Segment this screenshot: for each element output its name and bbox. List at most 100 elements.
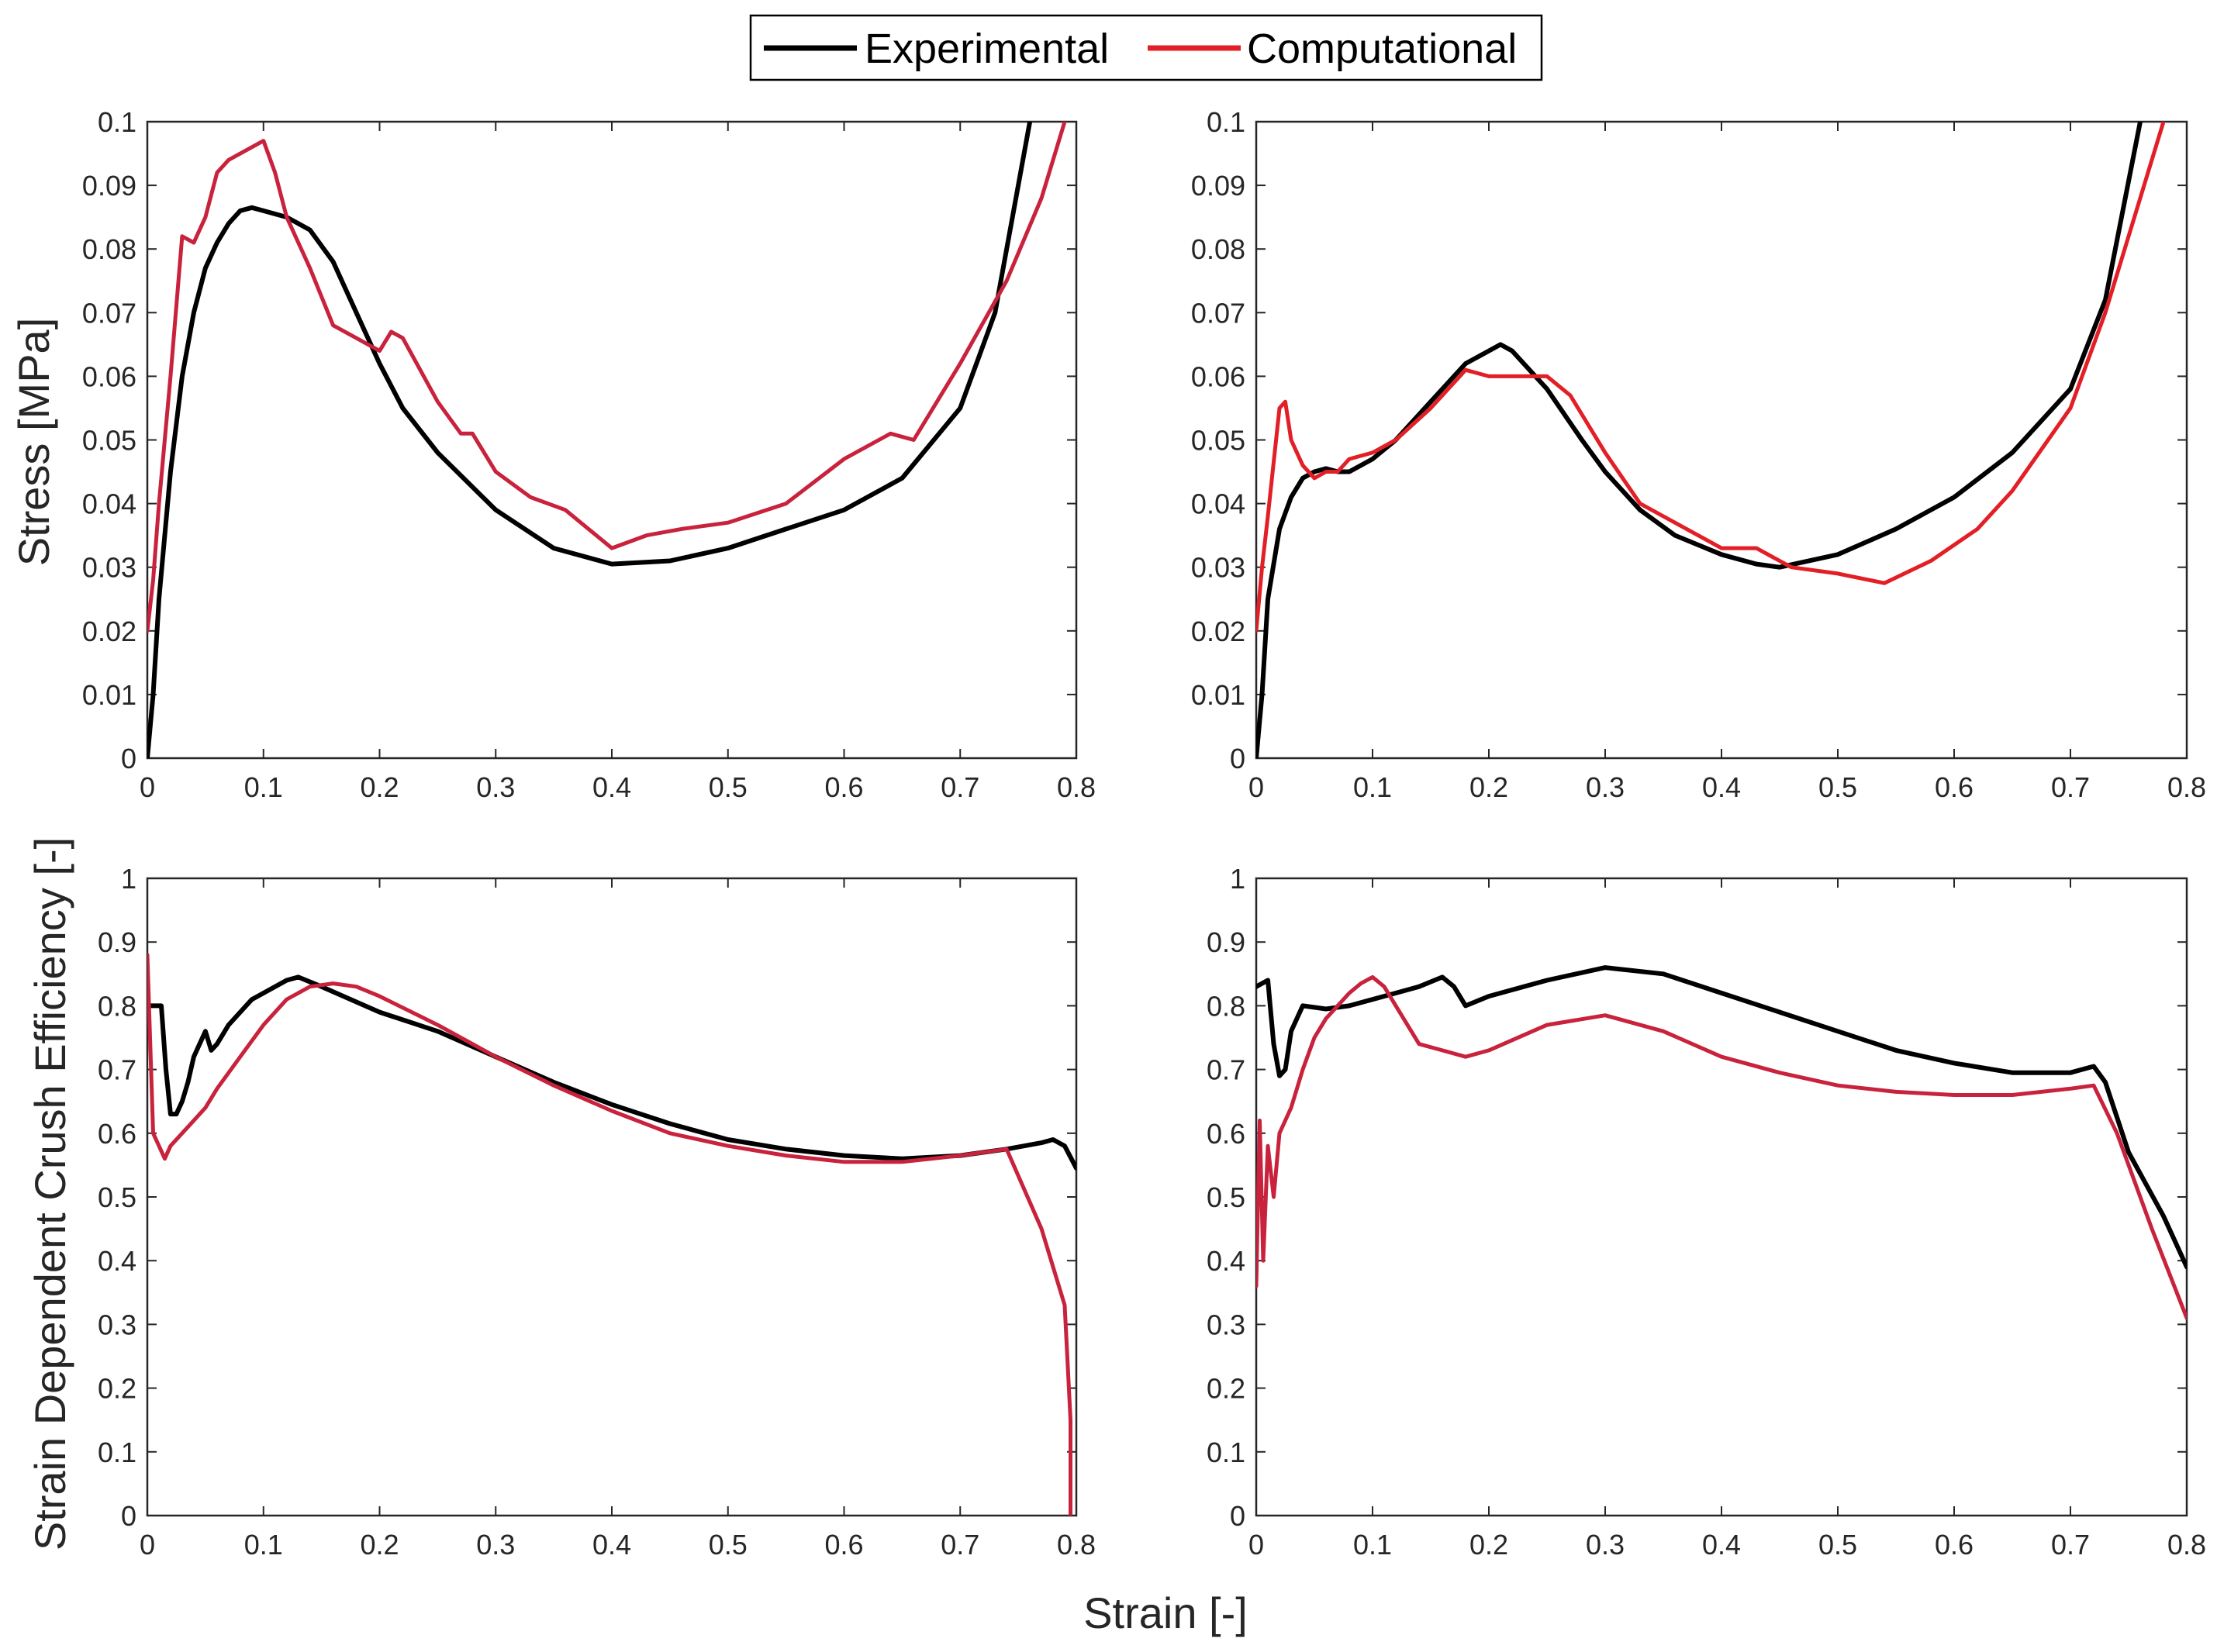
panel-bottom-right: 0 0.1 0.2 0.3 0.4 0.5 0.6 0.7 0.8 0 0.1 0.2 0.3 0.4 0.… [1207,863,2206,1561]
legend-label-computational: Computational [1247,26,1517,72]
x-tick-label: 0.8 [2167,1529,2206,1561]
x-tick-label: 0.4 [592,771,631,803]
y-tick-label: 0 [121,743,136,774]
y-tick-label: 0.01 [82,679,136,711]
y-tick-label: 0.09 [82,170,136,202]
series-line-experimental [1256,122,2143,758]
panel-top-right: 0 0.1 0.2 0.3 0.4 0.5 0.6 0.7 0.8 0 0.01 0.02 0.03 0.… [1191,106,2206,803]
y-tick-label: 0.05 [82,425,136,457]
x-tick-label: 0.3 [476,1529,515,1561]
y-tick-label: 0.1 [1207,1436,1245,1468]
series-line-computational [1256,974,2187,1320]
y-tick-label: 0.1 [98,1436,136,1468]
series-line-computational [147,122,1067,633]
x-tick-label: 0.7 [2051,771,2090,803]
x-tick-label: 0.2 [1469,1529,1508,1561]
x-tick-label: 0.1 [244,771,283,803]
y-tick-label: 0.02 [1191,616,1245,647]
legend-label-experimental: Experimental [865,26,1109,72]
series-line-experimental [148,974,1076,1171]
y-tick-label: 0.07 [1191,297,1245,329]
y-tick-label: 0.07 [82,297,136,329]
x-tick-label: 0 [1248,771,1264,803]
x-tick-label: 0.2 [1469,771,1508,803]
plot-area [1255,120,2188,760]
x-tick-label: 0.1 [1353,1529,1392,1561]
y-tick-label: 0.06 [82,360,136,392]
x-tick-label: 0.5 [709,1529,748,1561]
x-tick-label: 0.6 [1935,771,1974,803]
y-axis-label-crush-efficiency: Strain Dependent Crush Efficiency [-] [26,837,74,1550]
y-tick-label: 0.7 [98,1054,136,1086]
y-tick-label: 0.03 [82,552,136,584]
y-axis-label-stress: Stress [MPa] [9,318,58,567]
y-tick-label: 0.3 [98,1309,136,1340]
x-tick-label: 0.1 [1353,771,1392,803]
x-tick-label: 0 [140,771,155,803]
y-tick-label: 0.9 [98,926,136,958]
y-tick-label: 0.06 [1191,360,1245,392]
x-tick-label: 0.5 [1818,1529,1857,1561]
x-tick-label: 0 [140,1529,155,1561]
plot-area [1255,877,2188,1517]
y-tick-label: 0.04 [1191,488,1245,520]
x-tick-label: 0.6 [1935,1529,1974,1561]
series-line-experimental [147,122,1033,758]
y-tick-label: 0.01 [1191,679,1245,711]
y-tick-label: 0.08 [82,233,136,265]
y-tick-label: 0.1 [98,106,136,138]
x-tick-label: 0.4 [1702,1529,1741,1561]
y-tick-label: 0.08 [1191,233,1245,265]
series-line-experimental [1256,965,2187,1270]
x-tick-label: 0.5 [1818,771,1857,803]
series-line-computational [1256,122,2166,633]
series-line-computational [147,953,1072,1516]
y-tick-label: 0.09 [1191,170,1245,202]
x-tick-label: 0.5 [709,771,748,803]
y-tick-label: 0.6 [1207,1118,1245,1150]
x-tick-label: 0.3 [476,771,515,803]
y-tick-label: 0.8 [1207,990,1245,1022]
y-tick-label: 0.3 [1207,1309,1245,1340]
y-tick-label: 0.2 [98,1373,136,1405]
x-tick-label: 0.8 [2167,771,2206,803]
y-tick-label: 0.2 [1207,1373,1245,1405]
panel-bottom-left: 0 0.1 0.2 0.3 0.4 0.5 0.6 0.7 0.8 0 0.1 0.2 0.3 0.4 0.… [98,863,1096,1561]
x-tick-label: 0 [1248,1529,1264,1561]
panel-top-left: 0 0.1 0.2 0.3 0.4 0.5 0.6 0.7 0.8 0 0.01 0.02 0.03 0.… [82,106,1096,803]
y-tick-label: 1 [1230,863,1245,895]
y-tick-label: 0 [1230,743,1245,774]
x-tick-label: 0.2 [360,771,399,803]
y-tick-label: 0.05 [1191,425,1245,457]
x-tick-label: 0.6 [824,1529,863,1561]
y-tick-label: 1 [121,863,136,895]
y-tick-label: 0.9 [1207,926,1245,958]
y-tick-label: 0.4 [98,1245,136,1277]
x-tick-label: 0.7 [2051,1529,2090,1561]
y-tick-label: 0.1 [1207,106,1245,138]
y-tick-label: 0 [121,1500,136,1532]
x-tick-label: 0.7 [941,771,979,803]
y-tick-label: 0.8 [98,990,136,1022]
y-tick-label: 0.02 [82,616,136,647]
x-axis-label-strain: Strain [-] [1083,1588,1248,1637]
x-tick-label: 0.4 [1702,771,1741,803]
y-tick-label: 0 [1230,1500,1245,1532]
legend-box [749,14,1543,81]
x-tick-label: 0.7 [941,1529,979,1561]
x-tick-label: 0.6 [824,771,863,803]
x-tick-label: 0.3 [1586,1529,1625,1561]
y-tick-label: 0.6 [98,1118,136,1150]
x-tick-label: 0.4 [592,1529,631,1561]
x-tick-label: 0.1 [244,1529,283,1561]
plot-area [146,877,1078,1517]
y-tick-label: 0.5 [1207,1181,1245,1213]
y-tick-label: 0.5 [98,1181,136,1213]
x-tick-label: 0.3 [1586,771,1625,803]
y-tick-label: 0.03 [1191,552,1245,584]
x-tick-label: 0.8 [1057,771,1096,803]
x-tick-label: 0.2 [360,1529,399,1561]
y-tick-label: 0.04 [82,488,136,520]
x-tick-label: 0.8 [1057,1529,1096,1561]
